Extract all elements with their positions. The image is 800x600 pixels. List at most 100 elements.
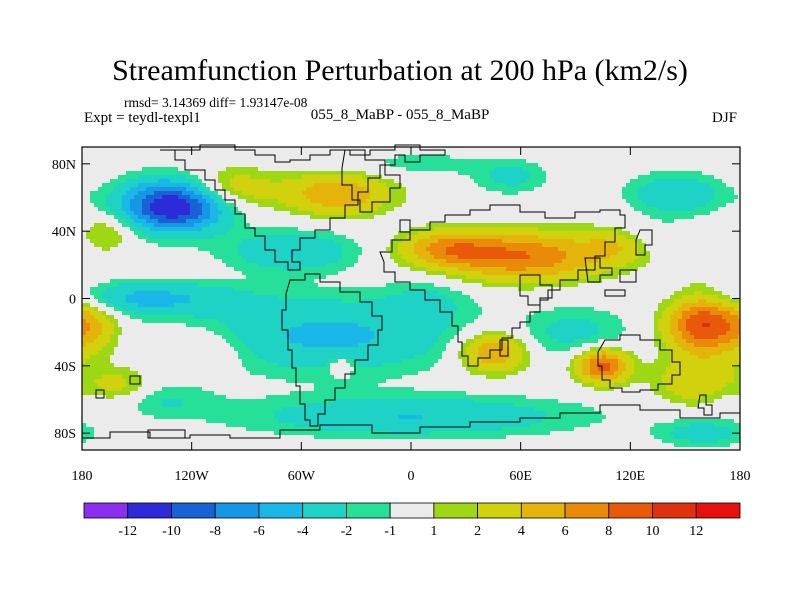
contour-cell-band — [662, 315, 671, 320]
contour-cell-band — [598, 363, 611, 368]
contour-cell-band — [642, 211, 711, 216]
colorbar-swatch — [564, 502, 610, 519]
contour-cell-band — [182, 399, 335, 404]
contour-cell-band — [574, 379, 583, 384]
contour-cell-band — [82, 255, 215, 260]
contour-cell-band — [122, 199, 131, 204]
contour-cell-band — [214, 235, 259, 240]
contour-cell-band — [722, 291, 741, 296]
contour-cell-band — [550, 323, 599, 328]
contour-cell-band — [546, 171, 651, 176]
contour-cell-band — [226, 167, 259, 172]
contour-cell-band — [210, 195, 219, 200]
contour-cell-band — [622, 227, 741, 232]
contour-cell-band — [278, 199, 311, 204]
contour-cell-band — [446, 271, 483, 276]
colorbar-label: -6 — [253, 524, 265, 539]
coastline-antarctica — [82, 404, 740, 439]
contour-cell-band — [174, 303, 455, 308]
contour-cell-band — [718, 295, 731, 300]
contour-cell-band — [602, 411, 741, 416]
contour-cell-band — [214, 391, 291, 396]
contour-cell-band — [118, 323, 187, 328]
contour-cell-band — [710, 355, 741, 360]
colorbar-swatch — [608, 502, 653, 519]
contour-cell-band — [634, 359, 643, 364]
contour-cell-band — [694, 215, 741, 220]
contour-cell-band — [730, 327, 741, 332]
contour-cell-band — [358, 323, 451, 328]
contour-cell-band — [142, 383, 315, 388]
contour-cell-band — [82, 371, 139, 376]
contour-cell-band — [574, 367, 583, 372]
contour-cell-band — [654, 323, 659, 328]
contour-cell-band — [610, 367, 619, 372]
contour-cell-band — [102, 323, 115, 328]
contour-cell-band — [550, 335, 591, 340]
contour-cell-band — [222, 183, 231, 188]
contour-cell-band — [602, 279, 741, 284]
contour-cell-band — [94, 427, 247, 432]
contour-cell-band — [706, 283, 741, 288]
contour-cell-band — [474, 335, 483, 340]
contour-cell-band — [466, 391, 655, 396]
contour-cell-band — [434, 255, 459, 260]
contour-cell-band — [434, 283, 483, 288]
contour-cell-band — [82, 407, 139, 412]
contour-cell-band — [722, 395, 741, 400]
contour-cell-band — [222, 259, 247, 264]
contour-cell-band — [590, 239, 607, 244]
contour-cell-band — [330, 367, 355, 372]
contour-cell-band — [158, 179, 171, 184]
contour-cell-band — [438, 359, 463, 364]
contour-cell-band — [474, 339, 515, 344]
contour-cell-band — [658, 347, 667, 352]
contour-cell-band — [210, 215, 219, 220]
contour-cell-band — [506, 267, 527, 272]
contour-cell-band — [146, 195, 163, 200]
contour-cell-band — [362, 251, 391, 256]
contour-cell-band — [82, 343, 87, 348]
contour-cell-band — [190, 207, 203, 212]
contour-cell-band — [266, 359, 331, 364]
contour-cell-band — [106, 395, 115, 400]
contour-cell-band — [618, 315, 655, 320]
contour-cell-band — [478, 355, 511, 360]
contour-cell-band — [478, 315, 527, 320]
contour-cell-band — [274, 207, 299, 212]
contour-cell-band — [390, 243, 399, 248]
contour-cell-band — [122, 195, 135, 200]
contour-cell-band — [662, 375, 735, 380]
contour-cell-band — [662, 219, 675, 224]
contour-cell-band — [658, 303, 671, 308]
contour-cell-band — [302, 191, 371, 196]
contour-cell-band — [222, 195, 239, 200]
contour-cell-band — [526, 159, 741, 164]
contour-cell-band — [138, 215, 151, 220]
contour-cell-band — [82, 399, 143, 404]
contour-cell-band — [122, 311, 135, 316]
contour-cell-band — [666, 307, 679, 312]
contour-cell-band — [478, 351, 511, 356]
contour-cell-band — [574, 239, 591, 244]
contour-cell-band — [150, 227, 203, 232]
contour-cell-band — [638, 191, 715, 196]
contour-cell-band — [82, 315, 95, 320]
contour-cell-band — [522, 355, 531, 360]
contour-cell-band — [430, 243, 455, 248]
contour-cell-band — [566, 367, 575, 372]
contour-cell-band — [534, 287, 683, 292]
contour-cell-band — [82, 379, 95, 384]
contour-cell-band — [358, 243, 391, 248]
contour-cell-band — [714, 287, 741, 292]
contour-cell-band — [258, 355, 415, 360]
contour-cell-band — [714, 191, 735, 196]
contour-cell-band — [190, 183, 203, 188]
contour-cell-band — [606, 355, 619, 360]
contour-cell-band — [82, 235, 87, 240]
contour-cell-band — [442, 331, 459, 336]
contour-cell-band — [462, 327, 531, 332]
contour-cell-band — [710, 311, 731, 316]
contour-cell-band — [706, 299, 731, 304]
contour-cell-band — [486, 187, 535, 192]
